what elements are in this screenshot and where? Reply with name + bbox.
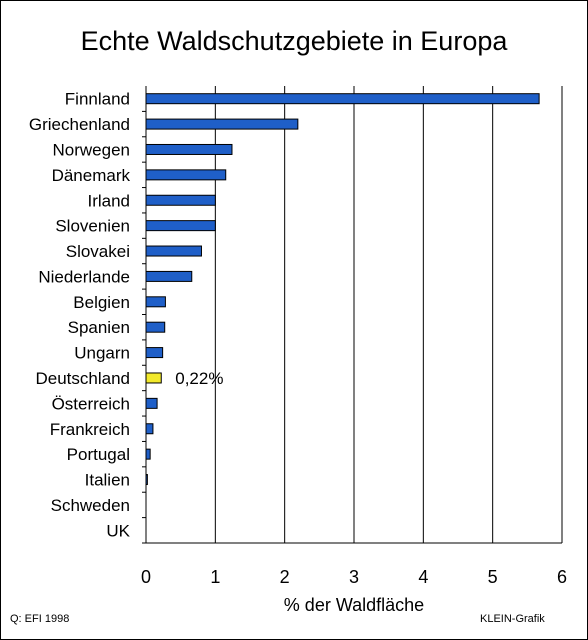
x-axis-label: % der Waldfläche (283, 595, 425, 615)
bar-spanien (145, 321, 166, 333)
bar-slovakei (145, 245, 202, 257)
bar-irland (145, 194, 216, 206)
category-label: UK (106, 521, 130, 540)
source-note: Q: EFI 1998 (10, 613, 70, 625)
category-label: Dänemark (52, 166, 131, 185)
category-label: Deutschland (35, 369, 130, 388)
x-tick-label: 5 (488, 567, 498, 587)
bar-deutschland (145, 372, 162, 384)
category-label: Frankreich (50, 420, 130, 439)
bar-frankreich (145, 423, 154, 435)
bar-griechenland (145, 118, 299, 130)
category-label: Griechenland (29, 115, 130, 134)
category-label: Slovakei (66, 242, 130, 261)
category-label: Belgien (73, 293, 130, 312)
bar-finnland (145, 93, 540, 105)
x-tick-label: 1 (210, 567, 220, 587)
bar-österreich (145, 397, 158, 409)
bar-niederlande (145, 270, 193, 282)
category-label: Italien (85, 471, 130, 490)
bar-norwegen (145, 143, 233, 155)
bar-ungarn (145, 347, 164, 359)
category-label: Spanien (68, 318, 130, 337)
bar-belgien (145, 296, 166, 308)
chart-title: Echte Waldschutzgebiete in Europa (80, 26, 508, 56)
category-label: Schweden (51, 496, 130, 515)
category-label: Irland (87, 191, 130, 210)
category-label: Finnland (65, 90, 130, 109)
bar-slovenien (145, 220, 216, 232)
credit-note: KLEIN-Grafik (480, 613, 545, 625)
x-tick-label: 4 (418, 567, 428, 587)
category-label: Österreich (52, 394, 130, 413)
category-label: Slovenien (55, 217, 130, 236)
category-label: Ungarn (74, 344, 130, 363)
data-label: 0,22% (175, 369, 223, 388)
x-tick-label: 6 (557, 567, 567, 587)
x-tick-label: 0 (141, 567, 151, 587)
bar-dänemark (145, 169, 227, 181)
category-label: Norwegen (53, 140, 131, 159)
category-label: Portugal (67, 445, 130, 464)
x-tick-label: 2 (280, 567, 290, 587)
bar-portugal (145, 448, 151, 460)
category-label: Niederlande (38, 267, 130, 286)
x-tick-label: 3 (349, 567, 359, 587)
bar-italien (145, 474, 148, 486)
